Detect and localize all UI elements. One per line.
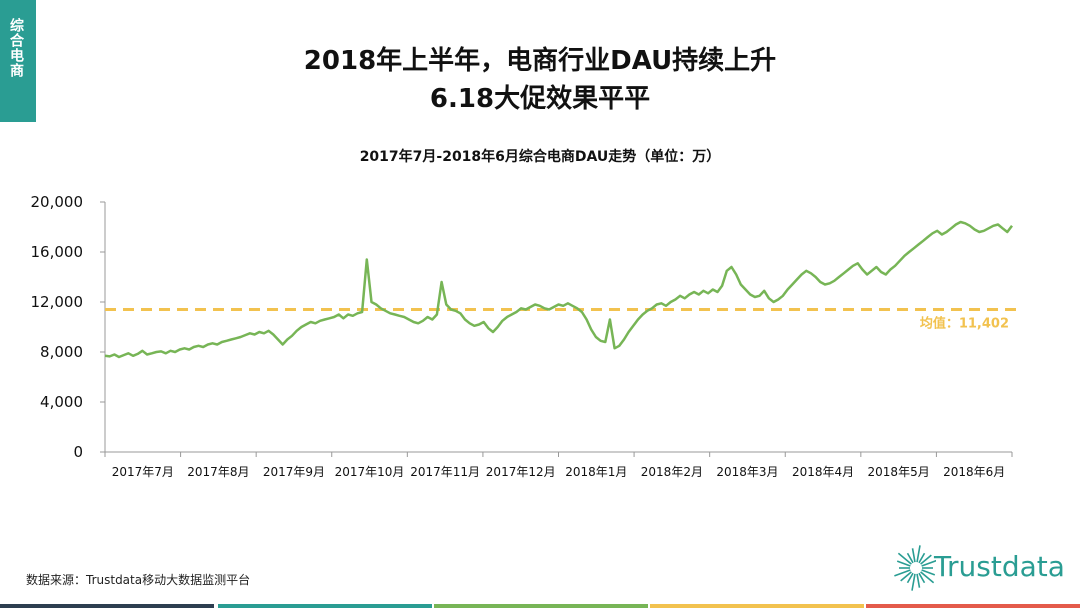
starburst-ray	[906, 572, 914, 584]
x-tick-label: 2017年12月	[486, 465, 556, 479]
starburst-ray	[921, 559, 938, 567]
x-tick-label: 2018年5月	[868, 465, 930, 479]
starburst-ray	[916, 545, 921, 563]
starburst-icon	[894, 545, 938, 591]
y-tick-label: 4,000	[40, 393, 83, 411]
y-tick-label: 20,000	[31, 193, 84, 211]
page-title-line1: 2018年上半年，电商行业DAU持续上升	[303, 46, 777, 76]
starburst-ray	[911, 573, 916, 591]
bottom-color-bar	[218, 604, 432, 608]
logo-text: Trustdata	[934, 550, 1065, 583]
section-tag: 综合电商	[0, 0, 36, 122]
x-tick-label: 2017年11月	[410, 465, 480, 479]
x-tick-label: 2018年4月	[792, 465, 854, 479]
starburst-ray	[921, 569, 936, 576]
x-tick-label: 2018年6月	[943, 465, 1005, 479]
trustdata-logo: Trustdata	[892, 540, 1072, 596]
starburst-ray	[920, 554, 932, 565]
x-tick-label: 2018年2月	[641, 465, 703, 479]
x-tick-label: 2017年10月	[335, 465, 405, 479]
y-tick-label: 0	[73, 443, 83, 461]
starburst-ray	[894, 569, 911, 577]
x-tick-label: 2017年9月	[263, 465, 325, 479]
x-tick-label: 2018年1月	[565, 465, 627, 479]
bottom-color-bar	[650, 604, 864, 608]
section-tag-label: 综合电商	[8, 18, 24, 78]
starburst-ray	[916, 573, 921, 588]
starburst-ray	[906, 552, 914, 564]
bottom-color-bar	[0, 604, 214, 608]
chart-title: 2017年7月-2018年6月综合电商DAU走势（单位：万）	[359, 149, 721, 165]
starburst-ray	[911, 548, 916, 563]
starburst-ray	[896, 560, 911, 567]
starburst-ray	[900, 571, 912, 582]
y-tick-label: 8,000	[40, 343, 83, 361]
bottom-color-bar	[866, 604, 1080, 608]
starburst-ray	[918, 572, 926, 584]
starburst-ray	[897, 552, 912, 565]
x-tick-label: 2017年7月	[112, 465, 174, 479]
x-tick-label: 2017年8月	[187, 465, 249, 479]
bottom-color-bar	[434, 604, 648, 608]
x-tick-label: 2018年3月	[716, 465, 778, 479]
dau-series-line	[104, 220, 1013, 359]
y-tick-label: 16,000	[31, 243, 84, 261]
starburst-ray	[918, 552, 926, 564]
y-tick-label: 12,000	[31, 293, 84, 311]
starburst-ray	[920, 571, 935, 584]
dau-line-chart: 0 4,000 8,000 12,000 16,000 20,000 2017年7月 2017…	[31, 193, 1017, 479]
data-source-note: 数据来源：Trustdata移动大数据监测平台	[26, 573, 251, 587]
page-title-line2: 6.18大促效果平平	[429, 84, 651, 114]
average-label: 均值：11,402	[920, 315, 1009, 331]
